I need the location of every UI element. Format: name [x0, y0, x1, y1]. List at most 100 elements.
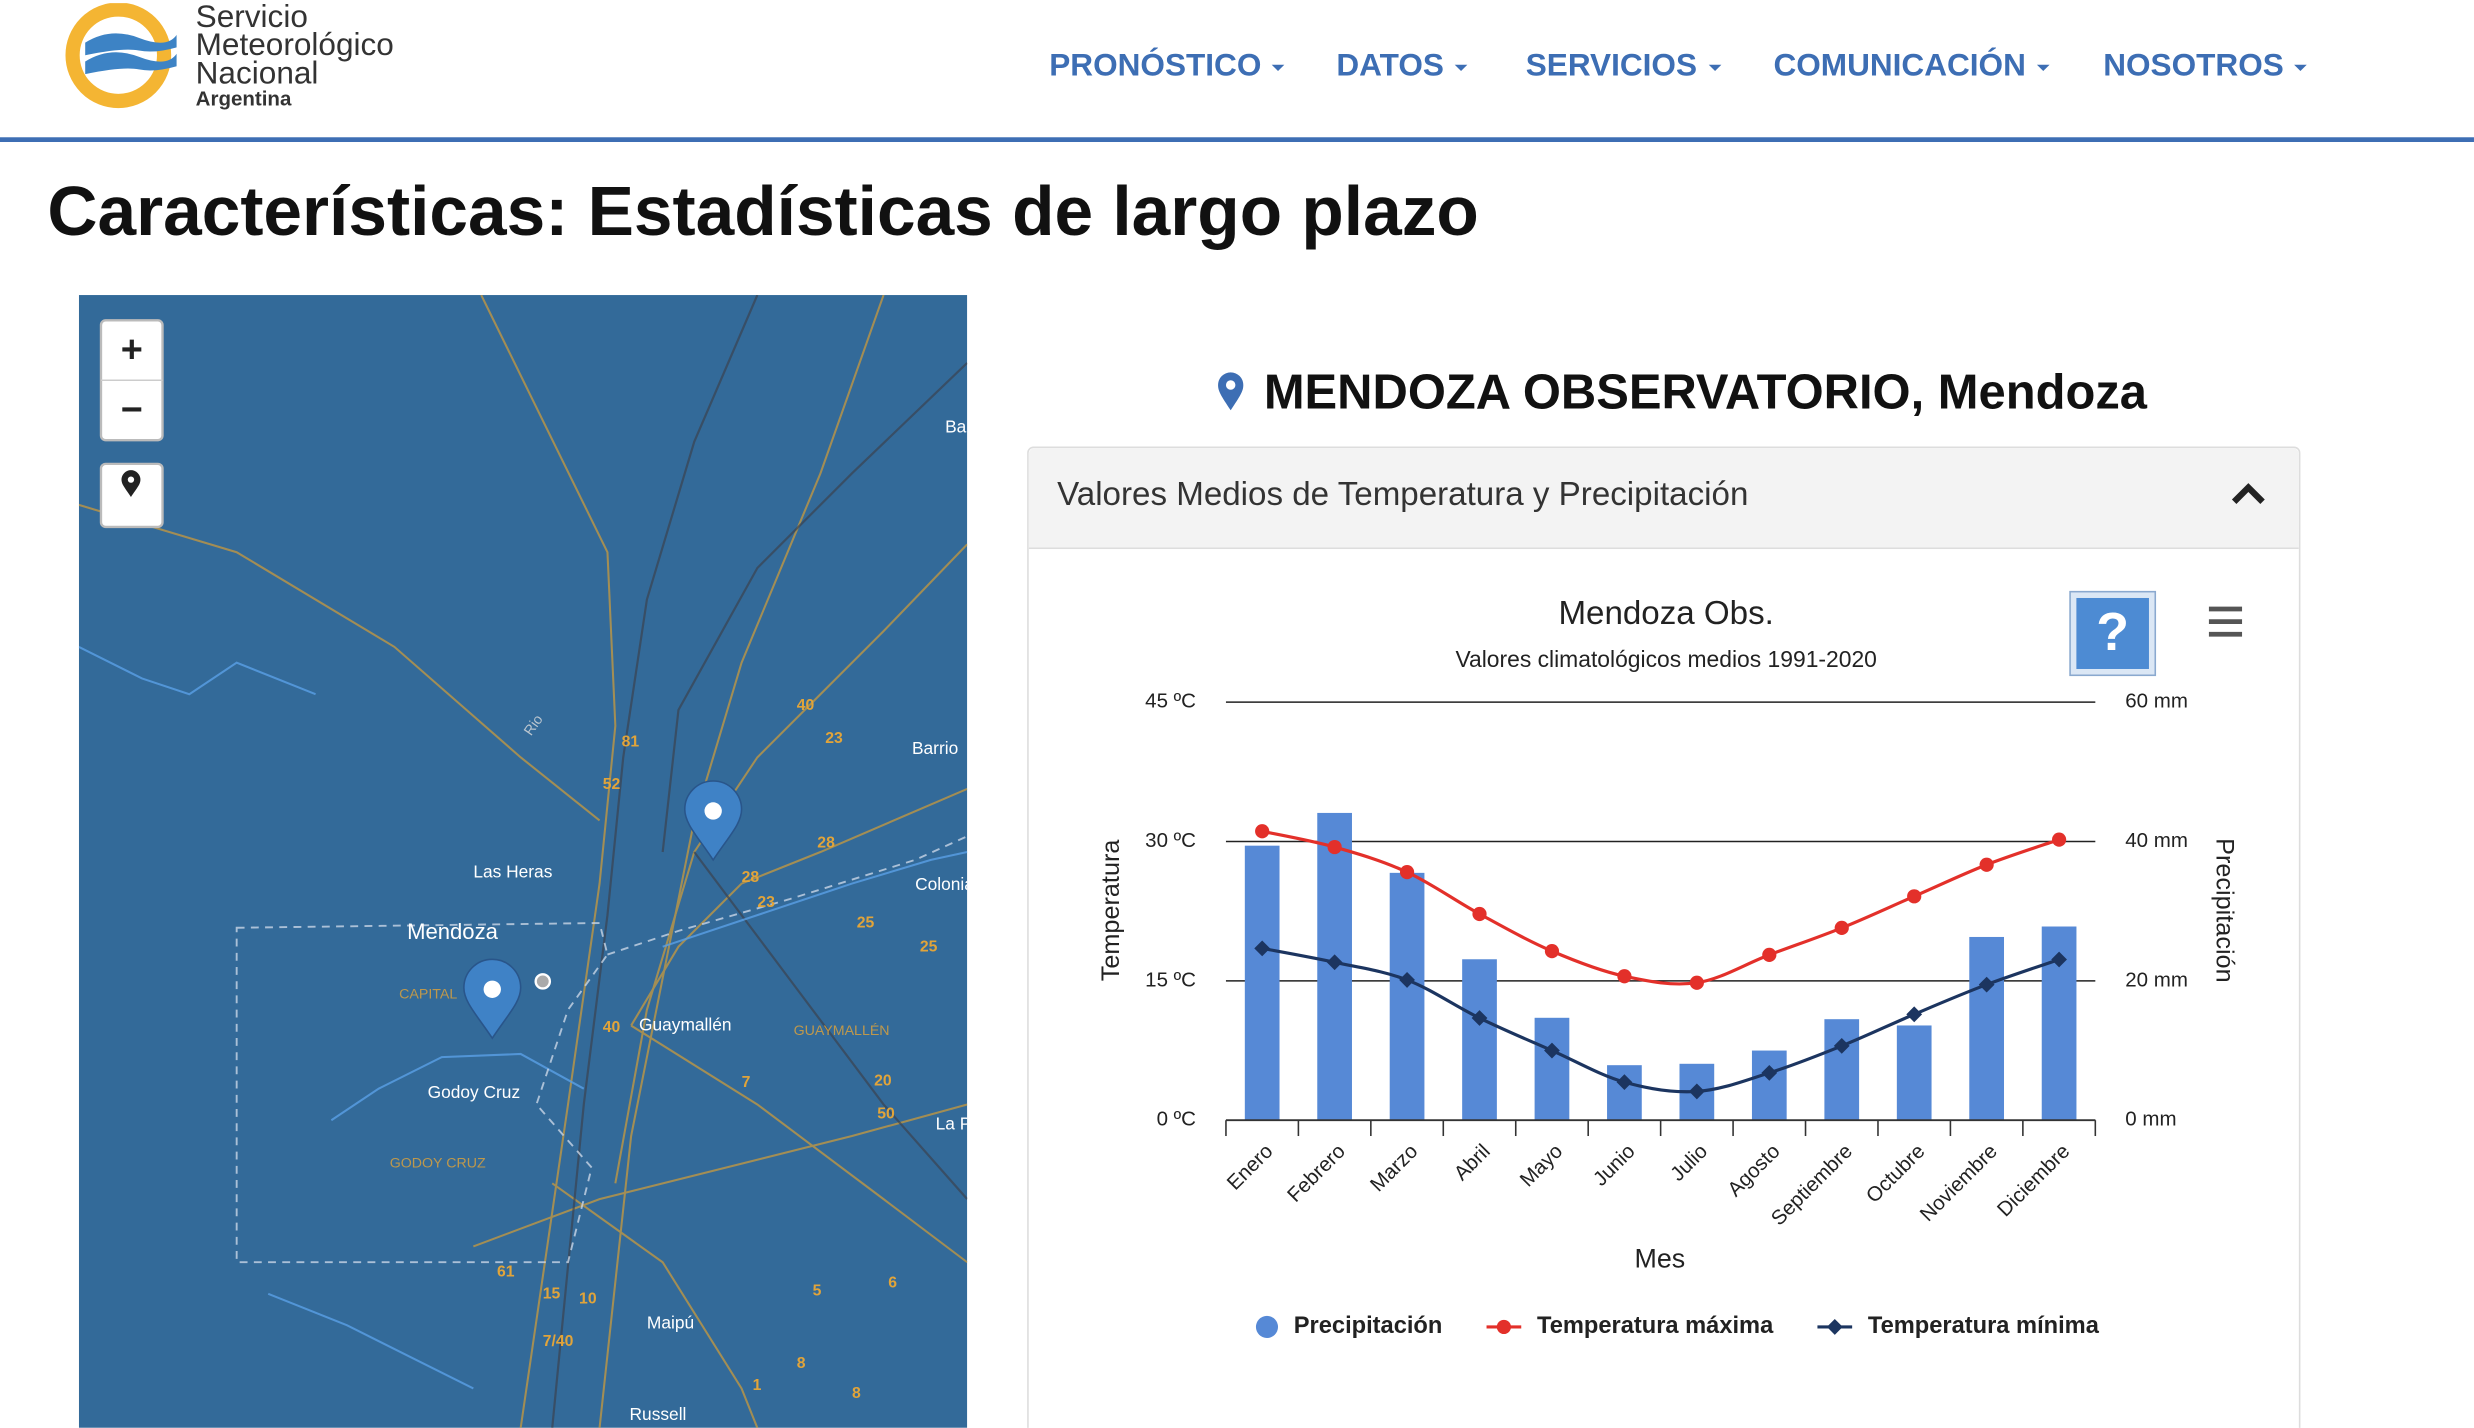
x-axis-title: Mes — [1635, 1244, 1686, 1274]
x-tick-label: Mayo — [1516, 1140, 1568, 1192]
chart-menu-button[interactable] — [2208, 606, 2243, 637]
road-number: 28 — [742, 869, 760, 886]
x-tick-label: Junio — [1589, 1140, 1640, 1191]
x-tick-label: Marzo — [1366, 1140, 1423, 1197]
logo-text: Argentina — [195, 86, 292, 111]
point — [1761, 1064, 1778, 1081]
point — [1688, 1083, 1705, 1100]
point — [1471, 1010, 1488, 1026]
collapse-toggle[interactable] — [2229, 480, 2267, 508]
y2-tick-label: 20 mm — [2125, 968, 2188, 991]
legend-item[interactable]: Temperatura máxima — [1486, 1313, 1775, 1339]
x-tick-label: Noviembre — [1916, 1140, 2002, 1226]
zoom-in-button[interactable]: + — [121, 329, 143, 371]
point — [1399, 865, 1415, 880]
road-number: 8 — [797, 1355, 806, 1372]
nav-item[interactable]: DATOS — [1336, 49, 1467, 85]
station-pin — [1218, 372, 1244, 411]
road-number: 23 — [825, 730, 843, 747]
line — [1261, 946, 2060, 1094]
x-tick-label: Diciembre — [1993, 1140, 2075, 1222]
nav-item[interactable]: SERVICIOS — [1526, 49, 1721, 85]
point — [1327, 839, 1342, 855]
y-tick-label: 30 ºC — [1145, 829, 1196, 852]
help-icon: ? — [2096, 602, 2129, 662]
road-number: 15 — [543, 1286, 561, 1303]
legend-label: Temperatura máxima — [1537, 1313, 1774, 1339]
x-tick-label: Abril — [1450, 1140, 1495, 1185]
x-tick-label: Agosto — [1723, 1140, 1784, 1201]
point — [1616, 1074, 1633, 1091]
map-label: Las Heras — [473, 861, 552, 881]
point — [1544, 944, 1560, 959]
bar — [1534, 1017, 1570, 1121]
map-label: Barrio — [912, 738, 958, 758]
header-rule — [0, 137, 2474, 143]
bar — [1969, 936, 2005, 1121]
legend-item[interactable]: Precipitación — [1255, 1313, 1443, 1339]
map-marker[interactable] — [463, 958, 522, 1040]
logo-text: Servicio — [195, 0, 308, 35]
road-number: 61 — [497, 1263, 515, 1280]
y-axis-title: Temperatura — [1097, 839, 1125, 982]
point — [1762, 947, 1777, 962]
x-tick-label: Julio — [1666, 1140, 1712, 1186]
logo-text: Meteorológico — [195, 28, 394, 64]
map-label: Godoy Cruz — [428, 1082, 521, 1102]
logo-mark[interactable] — [63, 3, 177, 110]
legend-symbol — [1826, 1319, 1843, 1335]
point — [1399, 972, 1415, 988]
chart-subtitle: Valores climatológicos medios 1991-2020 — [1455, 646, 1876, 672]
nav-item[interactable]: COMUNICACIÓN — [1773, 49, 2049, 85]
point — [1255, 824, 1270, 839]
legend-label: Temperatura mínima — [1868, 1313, 2100, 1339]
road-number: 6 — [888, 1274, 897, 1291]
y2-axis-title: Precipitación — [2210, 838, 2238, 982]
road-number: 52 — [603, 776, 621, 793]
road-number: 7 — [742, 1074, 751, 1091]
legend-item[interactable]: Temperatura mínima — [1817, 1313, 2100, 1339]
zoom-out-button[interactable]: − — [121, 389, 143, 431]
road-number: 5 — [813, 1282, 822, 1299]
chart-title: Mendoza Obs. — [1558, 595, 1773, 632]
y-tick-label: 45 ºC — [1145, 690, 1196, 713]
map-label: Ba — [945, 416, 967, 436]
point — [1906, 1006, 1923, 1023]
page-title: Características: Estadísticas de largo p… — [47, 173, 1479, 251]
point — [1472, 906, 1487, 922]
panel-header[interactable] — [1028, 448, 2299, 550]
road-number: 20 — [874, 1073, 892, 1090]
bar — [1389, 872, 1425, 1121]
locate-button[interactable] — [99, 462, 164, 529]
road-number: 25 — [857, 915, 875, 932]
help-button[interactable]: ? — [2069, 590, 2157, 677]
road-number: 23 — [757, 894, 775, 911]
map-label: La P — [936, 1114, 968, 1134]
road-number: 1 — [753, 1377, 762, 1394]
road-number: 40 — [603, 1019, 621, 1036]
road-number: 28 — [817, 834, 835, 851]
point — [1617, 969, 1632, 984]
map-label: Mendoza — [407, 919, 499, 944]
station-title: MENDOZA OBSERVATORIO, Mendoza — [1263, 364, 2148, 420]
bar — [1462, 959, 1497, 1121]
road-number: 40 — [797, 697, 815, 714]
map-marker[interactable] — [683, 780, 743, 862]
bar — [1751, 1050, 1787, 1121]
map-label: CAPITAL — [399, 987, 457, 1003]
map[interactable]: Ba Rio Barrio Las Heras Colonia Mendoza … — [78, 295, 968, 1428]
x-tick-label: Febrero — [1283, 1140, 1350, 1207]
road-number: 7/40 — [543, 1333, 574, 1350]
road-number: 81 — [622, 733, 640, 750]
bar — [1824, 1019, 1860, 1121]
nav-item[interactable]: NOSOTROS — [2103, 49, 2307, 85]
legend-label: Precipitación — [1294, 1313, 1443, 1339]
point — [2051, 951, 2067, 968]
nav-item[interactable]: PRONÓSTICO — [1049, 49, 1285, 85]
map-label: Guaymallén — [639, 1014, 732, 1034]
bar — [1244, 845, 1280, 1121]
road-number: 50 — [877, 1106, 895, 1123]
